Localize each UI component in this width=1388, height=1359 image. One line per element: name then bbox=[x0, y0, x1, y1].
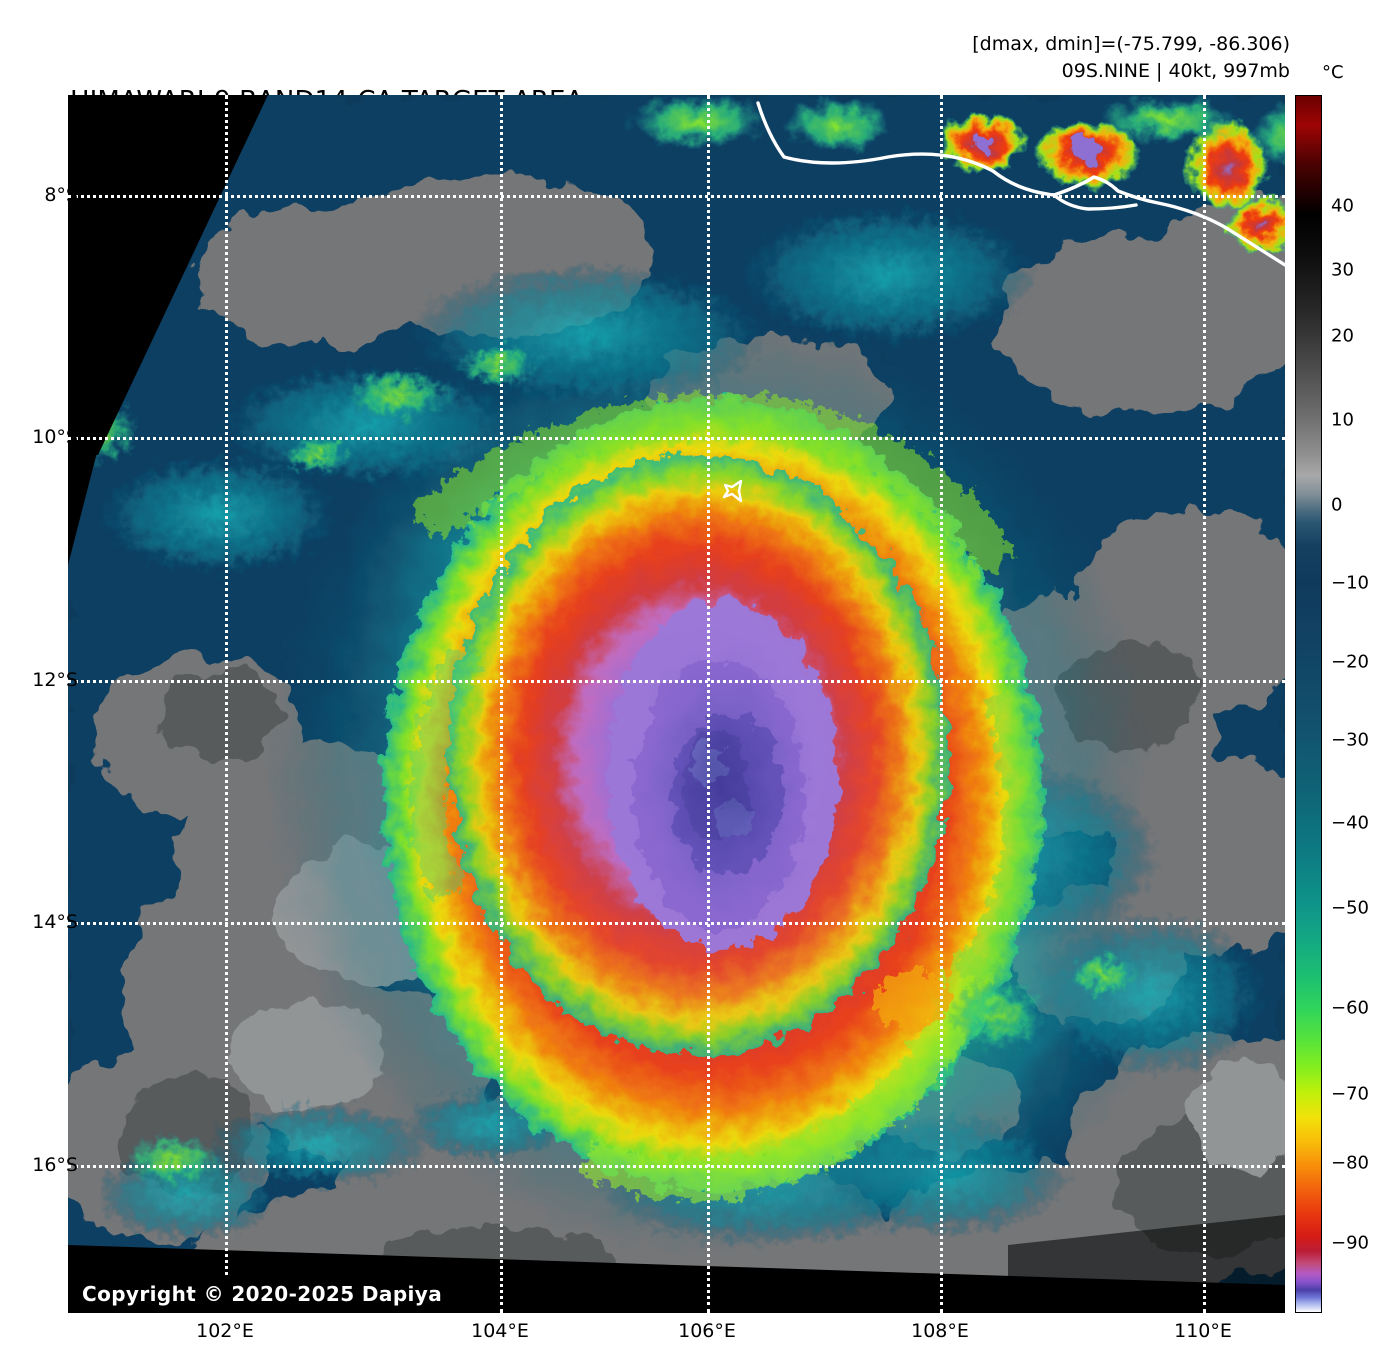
xtick-label-2: 106°E bbox=[678, 1320, 736, 1342]
cbar-tick-2: 20 bbox=[1331, 325, 1354, 347]
cbar-tick-0: 40 bbox=[1331, 195, 1354, 217]
ir-imagery-canvas bbox=[68, 95, 1285, 1313]
xtick-label-3: 108°E bbox=[911, 1320, 969, 1342]
ytick-label-2: 12°S bbox=[32, 669, 78, 691]
metadata-block: [dmax, dmin]=(-75.799, -86.306) 09S.NINE… bbox=[972, 31, 1290, 85]
satellite-image-plot: Copyright © 2020-2025 Dapiya bbox=[68, 95, 1285, 1313]
dmax-dmin-label: [dmax, dmin]=(-75.799, -86.306) bbox=[972, 33, 1290, 55]
colorbar-gradient bbox=[1296, 96, 1321, 1312]
storm-info-label: 09S.NINE | 40kt, 997mb bbox=[1061, 59, 1290, 82]
cbar-tick-10: −60 bbox=[1331, 997, 1369, 1019]
ytick-label-4: 16°S bbox=[32, 1154, 78, 1176]
scattered-convection bbox=[68, 343, 1141, 1186]
cbar-tick-3: 10 bbox=[1331, 409, 1354, 431]
copyright-watermark: Copyright © 2020-2025 Dapiya bbox=[68, 1277, 459, 1313]
xtick-label-4: 110°E bbox=[1174, 1320, 1232, 1342]
coastline bbox=[756, 101, 1285, 267]
cbar-tick-12: −80 bbox=[1331, 1152, 1369, 1174]
cbar-tick-7: −30 bbox=[1331, 729, 1369, 751]
ytick-label-0: 8°S bbox=[44, 184, 78, 206]
cbar-tick-13: −90 bbox=[1331, 1232, 1369, 1254]
cbar-tick-8: −40 bbox=[1331, 812, 1369, 834]
xtick-label-1: 104°E bbox=[471, 1320, 529, 1342]
ytick-label-3: 14°S bbox=[32, 911, 78, 933]
temperature-colorbar bbox=[1295, 95, 1322, 1313]
xtick-label-0: 102°E bbox=[196, 1320, 254, 1342]
cbar-tick-4: 0 bbox=[1331, 494, 1343, 516]
cbar-tick-9: −50 bbox=[1331, 897, 1369, 919]
colorbar-unit-label: °C bbox=[1322, 62, 1344, 83]
cbar-tick-6: −20 bbox=[1331, 651, 1369, 673]
cbar-tick-1: 30 bbox=[1331, 259, 1354, 281]
tropical-cyclone-marker bbox=[722, 479, 743, 503]
coastal-convection-cells bbox=[628, 95, 1285, 251]
cbar-tick-5: −10 bbox=[1331, 572, 1369, 594]
ytick-label-1: 10°S bbox=[32, 426, 78, 448]
cbar-tick-11: −70 bbox=[1331, 1083, 1369, 1105]
